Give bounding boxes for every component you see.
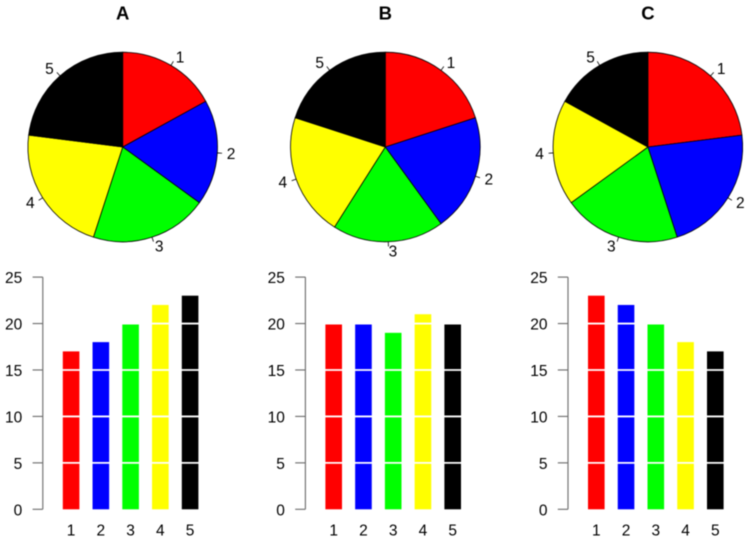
svg-text:15: 15 (530, 363, 547, 380)
svg-text:5: 5 (711, 522, 720, 539)
svg-text:1: 1 (329, 522, 338, 539)
svg-text:0: 0 (14, 502, 23, 519)
svg-text:2: 2 (97, 522, 106, 539)
svg-text:5: 5 (14, 456, 23, 473)
svg-text:10: 10 (5, 410, 23, 427)
svg-text:20: 20 (268, 317, 286, 334)
svg-text:5: 5 (448, 522, 457, 539)
svg-text:4: 4 (156, 522, 165, 539)
svg-text:4: 4 (535, 146, 544, 163)
svg-text:2: 2 (359, 522, 368, 539)
svg-text:5: 5 (539, 456, 548, 473)
svg-text:5: 5 (186, 522, 195, 539)
svg-text:0: 0 (539, 502, 548, 519)
svg-text:10: 10 (268, 410, 286, 427)
svg-text:1: 1 (67, 522, 76, 539)
svg-text:B: B (379, 3, 392, 24)
svg-text:3: 3 (126, 522, 135, 539)
svg-text:1: 1 (447, 55, 456, 72)
svg-text:20: 20 (530, 317, 548, 334)
svg-text:0: 0 (276, 502, 285, 519)
svg-text:5: 5 (315, 55, 324, 72)
svg-text:1: 1 (717, 61, 726, 78)
svg-text:3: 3 (651, 522, 660, 539)
svg-text:1: 1 (592, 522, 601, 539)
svg-text:4: 4 (26, 195, 35, 212)
svg-text:2: 2 (622, 522, 631, 539)
svg-text:3: 3 (389, 243, 398, 260)
svg-text:4: 4 (419, 522, 428, 539)
svg-text:5: 5 (276, 456, 285, 473)
svg-text:4: 4 (279, 175, 288, 192)
svg-text:5: 5 (586, 49, 595, 66)
svg-text:3: 3 (607, 238, 616, 255)
svg-text:2: 2 (736, 195, 745, 212)
svg-text:C: C (641, 3, 654, 24)
svg-text:3: 3 (155, 238, 164, 255)
svg-text:3: 3 (389, 522, 398, 539)
svg-text:4: 4 (681, 522, 690, 539)
svg-text:5: 5 (45, 61, 54, 78)
svg-text:20: 20 (5, 317, 23, 334)
svg-text:15: 15 (5, 363, 22, 380)
svg-text:15: 15 (268, 363, 285, 380)
svg-text:1: 1 (176, 49, 185, 66)
svg-text:25: 25 (5, 270, 22, 287)
svg-text:10: 10 (530, 410, 548, 427)
svg-text:25: 25 (530, 270, 547, 287)
svg-text:A: A (116, 3, 129, 24)
svg-text:2: 2 (484, 171, 493, 188)
svg-text:2: 2 (227, 146, 236, 163)
svg-text:25: 25 (268, 270, 285, 287)
